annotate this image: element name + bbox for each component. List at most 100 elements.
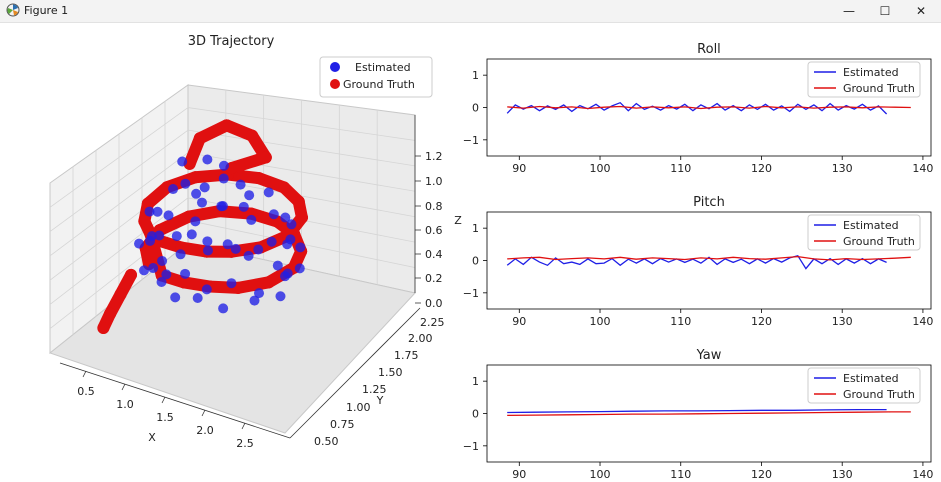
- estimated-point: [163, 210, 174, 221]
- estimated-point: [161, 269, 172, 280]
- x-tick-label: 1.5: [156, 411, 174, 424]
- legend: Estimated Ground Truth: [319, 56, 433, 98]
- estimated-point: [180, 268, 191, 279]
- y-tick-label: −1: [463, 440, 479, 453]
- estimated-point: [157, 255, 168, 266]
- estimated-point: [268, 209, 279, 220]
- x-tick-label: 90: [512, 315, 526, 328]
- legend-label-estimated: Estimated: [355, 61, 411, 74]
- x-tick-label: 130: [832, 162, 853, 175]
- y-tick-label: 1.75: [394, 349, 419, 362]
- chart-title: Yaw: [696, 348, 722, 363]
- estimated-point: [148, 263, 159, 274]
- x-tick-label: 2.0: [196, 424, 214, 437]
- estimated-point: [254, 288, 265, 299]
- legend-label-ground-truth: Ground Truth: [843, 82, 915, 95]
- grid-line: [49, 107, 189, 208]
- estimated-point: [134, 238, 145, 249]
- x-tick-label: 130: [832, 468, 853, 481]
- x-tick-label: 100: [590, 162, 611, 175]
- estimated-point: [202, 236, 213, 247]
- estimated-point: [216, 201, 227, 212]
- matplotlib-icon: [6, 3, 20, 17]
- grid-line: [187, 129, 416, 167]
- estimated-point: [266, 236, 277, 247]
- ground-truth-line: [507, 255, 911, 261]
- estimated-point: [192, 293, 203, 304]
- minimize-button[interactable]: —: [826, 0, 872, 22]
- close-icon: ✕: [915, 4, 927, 18]
- estimated-point: [243, 250, 254, 261]
- estimated-point: [139, 265, 150, 276]
- y-axis-label: Y: [376, 394, 384, 407]
- z-tick-label: 1.2: [425, 150, 443, 163]
- yaw-axes: Yaw 90 100 110 120 130 140 1 0 −1 Estimated Ground …: [463, 348, 934, 481]
- x-tick: [241, 422, 246, 430]
- estimated-point: [218, 303, 229, 314]
- x-tick-label: 140: [912, 162, 933, 175]
- estimated-point: [235, 179, 246, 190]
- x-tick-label: 1.0: [116, 398, 134, 411]
- estimated-point: [249, 295, 260, 306]
- estimated-point: [285, 234, 296, 245]
- estimated-line: [507, 408, 887, 414]
- estimated-series: [134, 154, 306, 314]
- z-tick-label: 0.2: [425, 272, 443, 285]
- x-tick-label: 100: [590, 315, 611, 328]
- estimated-point: [190, 216, 201, 227]
- y-tick-label: 2.00: [408, 332, 433, 345]
- y-tick-label: 0.75: [330, 418, 355, 431]
- close-button[interactable]: ✕: [898, 0, 941, 22]
- roll-axes: Roll 90 100 110 120 130 140 1 0 −1 Estimated Ground…: [463, 42, 934, 175]
- estimated-point: [226, 278, 237, 289]
- figure-canvas: 3D Trajectory 0.5 1.0 1.5 2.0 2.5 X 0.50 0.75 1.0…: [48, 34, 934, 481]
- ground-truth-line: [507, 105, 911, 110]
- estimated-point: [230, 243, 241, 254]
- x-tick-label: 140: [912, 468, 933, 481]
- x-tick-label: 110: [670, 468, 691, 481]
- estimated-point: [144, 206, 155, 217]
- x-tick-label: 90: [512, 468, 526, 481]
- x-tick-label: 90: [512, 162, 526, 175]
- estimated-point: [145, 235, 156, 246]
- legend: Estimated Ground Truth: [807, 214, 921, 251]
- estimated-point: [282, 268, 293, 279]
- z-tick-label: 0.8: [425, 200, 443, 213]
- estimated-point: [202, 245, 213, 256]
- chart-title: Pitch: [693, 195, 725, 210]
- estimated-point: [180, 178, 191, 189]
- x-tick: [201, 409, 206, 417]
- estimated-point: [294, 263, 305, 274]
- x-tick-label: 130: [832, 315, 853, 328]
- x-tick-label: 100: [590, 468, 611, 481]
- estimated-point: [191, 188, 202, 199]
- x-axis-line: [59, 362, 291, 439]
- estimated-point: [199, 182, 210, 193]
- z-axis-label: Z: [454, 214, 462, 227]
- z-tick-label: 0.6: [425, 224, 443, 237]
- x-tick-label: 2.5: [236, 437, 254, 450]
- estimated-point: [218, 173, 229, 184]
- grid-line: [49, 129, 189, 232]
- estimated-point: [238, 201, 249, 212]
- estimated-point: [272, 260, 283, 271]
- x-tick-label: 140: [912, 315, 933, 328]
- estimated-point: [152, 206, 163, 217]
- legend: Estimated Ground Truth: [807, 367, 921, 404]
- estimated-point: [244, 190, 255, 201]
- estimated-point: [202, 154, 213, 165]
- estimated-point: [177, 156, 188, 167]
- estimated-point: [196, 197, 207, 208]
- estimated-point: [275, 291, 286, 302]
- estimated-point: [280, 212, 291, 223]
- estimated-point: [156, 277, 167, 288]
- x-tick: [121, 383, 126, 391]
- x-tick-label: 120: [751, 468, 772, 481]
- chart-title: 3D Trajectory: [188, 34, 275, 49]
- z-tick-label: 0.0: [425, 297, 443, 310]
- legend-label-estimated: Estimated: [843, 372, 899, 385]
- maximize-button[interactable]: ☐: [862, 0, 908, 22]
- estimated-point: [170, 292, 181, 303]
- grid-line: [187, 152, 416, 192]
- legend-label-ground-truth: Ground Truth: [843, 235, 915, 248]
